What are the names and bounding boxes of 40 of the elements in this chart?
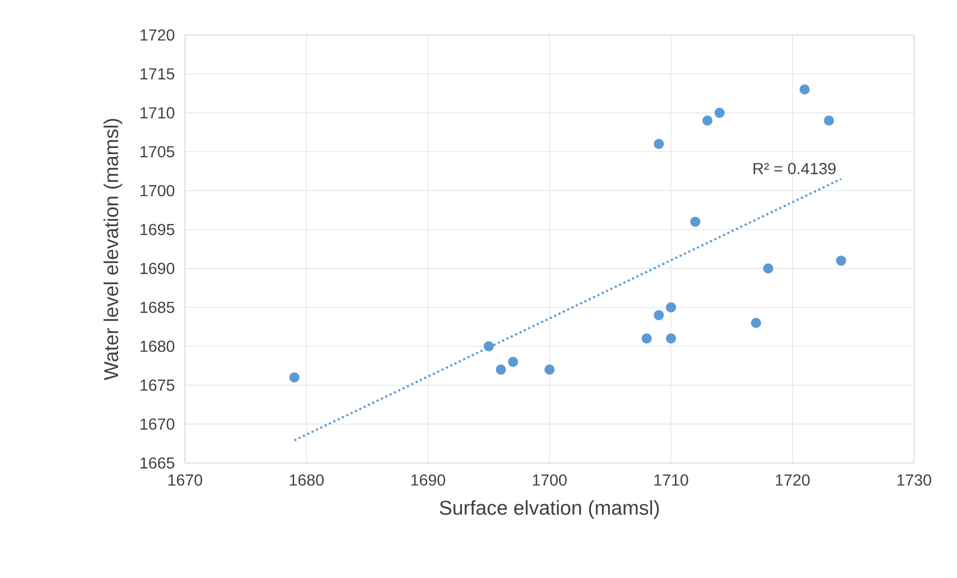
point — [289, 372, 300, 382]
y-tick-label: 1720 — [140, 29, 174, 41]
y-tick-label: 1700 — [140, 184, 174, 196]
y-tick-label: 1675 — [140, 380, 174, 391]
x-tick-label: 1730 — [897, 474, 932, 486]
y-tick-label: 1695 — [140, 224, 174, 236]
x-tick-label: 1690 — [411, 474, 446, 486]
point — [763, 263, 774, 274]
point — [544, 364, 555, 375]
x-tick-label: 1700 — [532, 474, 567, 486]
point — [654, 138, 664, 150]
point — [800, 84, 810, 95]
point — [690, 216, 700, 227]
point — [666, 302, 676, 312]
point — [666, 333, 676, 344]
point — [836, 256, 846, 266]
y-tick-label: 1670 — [140, 418, 174, 430]
point — [654, 310, 664, 320]
y-tick-label: 1705 — [140, 146, 174, 158]
point — [714, 108, 725, 118]
point — [750, 318, 762, 328]
x-axis-title: Surface elvation (mamsl) — [440, 500, 659, 519]
y-tick-label: 1685 — [140, 302, 174, 314]
x-tick-label: 1670 — [168, 474, 202, 486]
point — [496, 364, 506, 375]
y-tick-label: 1710 — [140, 107, 174, 118]
point — [824, 116, 834, 126]
point — [484, 341, 494, 352]
point — [642, 333, 652, 344]
y-tick-label: 1665 — [140, 457, 174, 469]
point — [702, 116, 713, 126]
x-tick-label: 1680 — [290, 474, 324, 486]
point — [508, 356, 518, 367]
y-tick-label: 1690 — [140, 262, 174, 274]
y-tick-label: 1715 — [140, 68, 174, 80]
x-tick-label: 1720 — [776, 474, 810, 486]
annotation: R² = 0.4139 — [754, 162, 836, 174]
x-tick-label: 1710 — [654, 474, 688, 486]
y-tick-label: 1680 — [140, 340, 174, 352]
y-axis-title: Water level elevation (mamsl) — [104, 118, 122, 380]
